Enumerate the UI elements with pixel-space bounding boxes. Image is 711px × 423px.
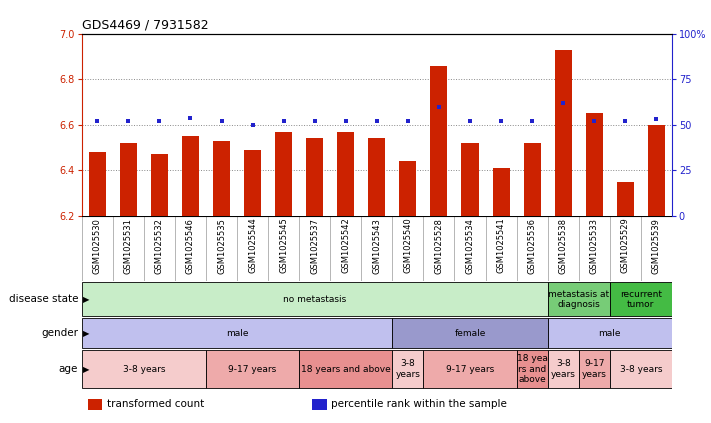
Text: 9-17 years: 9-17 years xyxy=(446,365,494,374)
Text: GSM1025542: GSM1025542 xyxy=(341,218,351,273)
Point xyxy=(651,116,662,123)
Bar xyxy=(87,398,102,410)
Bar xyxy=(182,136,199,216)
Bar xyxy=(517,350,547,388)
Text: 3-8
years: 3-8 years xyxy=(395,360,420,379)
Text: 3-8
years: 3-8 years xyxy=(551,360,576,379)
Text: GSM1025546: GSM1025546 xyxy=(186,218,195,274)
Text: 3-8 years: 3-8 years xyxy=(122,365,165,374)
Bar xyxy=(337,132,354,216)
Text: GSM1025534: GSM1025534 xyxy=(466,218,474,274)
Point xyxy=(496,118,507,124)
Point xyxy=(402,118,414,124)
Point xyxy=(216,118,228,124)
Text: GSM1025529: GSM1025529 xyxy=(621,218,630,273)
Point xyxy=(185,114,196,121)
Bar xyxy=(586,113,603,216)
Text: recurrent
tumor: recurrent tumor xyxy=(620,290,662,309)
Point xyxy=(154,118,165,124)
Text: GSM1025539: GSM1025539 xyxy=(652,218,661,274)
Point xyxy=(557,99,569,106)
Point xyxy=(340,118,351,124)
Bar xyxy=(523,143,540,216)
Bar xyxy=(213,141,230,216)
Text: GSM1025545: GSM1025545 xyxy=(279,218,288,273)
Text: GDS4469 / 7931582: GDS4469 / 7931582 xyxy=(82,19,208,32)
Point xyxy=(123,118,134,124)
Bar xyxy=(82,318,392,348)
Bar xyxy=(610,350,672,388)
Bar xyxy=(547,283,610,316)
Point xyxy=(589,118,600,124)
Point xyxy=(433,103,444,110)
Text: GSM1025528: GSM1025528 xyxy=(434,218,444,274)
Bar xyxy=(244,150,261,216)
Bar xyxy=(430,66,447,216)
Bar xyxy=(82,283,547,316)
Bar xyxy=(555,50,572,216)
Text: percentile rank within the sample: percentile rank within the sample xyxy=(331,399,507,409)
Text: ▶: ▶ xyxy=(83,295,90,304)
Bar xyxy=(610,283,672,316)
Text: male: male xyxy=(599,329,621,338)
Text: no metastasis: no metastasis xyxy=(283,295,346,304)
Point xyxy=(247,121,258,128)
Point xyxy=(464,118,476,124)
Text: GSM1025536: GSM1025536 xyxy=(528,218,537,274)
Text: male: male xyxy=(226,329,248,338)
Text: GSM1025540: GSM1025540 xyxy=(403,218,412,273)
Text: GSM1025532: GSM1025532 xyxy=(155,218,164,274)
Bar xyxy=(120,143,137,216)
Point xyxy=(92,118,103,124)
Bar xyxy=(275,132,292,216)
Text: GSM1025541: GSM1025541 xyxy=(496,218,506,273)
Bar xyxy=(392,318,547,348)
Bar xyxy=(547,318,672,348)
Text: GSM1025543: GSM1025543 xyxy=(373,218,381,274)
Text: 18 years and above: 18 years and above xyxy=(301,365,390,374)
Text: GSM1025538: GSM1025538 xyxy=(559,218,567,274)
Text: 9-17
years: 9-17 years xyxy=(582,360,606,379)
Bar xyxy=(151,154,168,216)
Bar xyxy=(368,138,385,216)
Bar xyxy=(648,125,665,216)
Text: GSM1025531: GSM1025531 xyxy=(124,218,133,274)
Text: age: age xyxy=(59,364,78,374)
Text: 3-8 years: 3-8 years xyxy=(619,365,662,374)
Text: gender: gender xyxy=(41,328,78,338)
Point xyxy=(371,118,383,124)
Bar xyxy=(392,350,424,388)
Bar xyxy=(461,143,479,216)
Text: 9-17 years: 9-17 years xyxy=(228,365,277,374)
Text: ▶: ▶ xyxy=(83,365,90,374)
Bar xyxy=(82,350,206,388)
Point xyxy=(278,118,289,124)
Bar xyxy=(312,398,326,410)
Bar xyxy=(424,350,517,388)
Bar xyxy=(493,168,510,216)
Point xyxy=(309,118,321,124)
Text: disease state: disease state xyxy=(9,294,78,304)
Text: GSM1025530: GSM1025530 xyxy=(93,218,102,274)
Bar xyxy=(89,152,106,216)
Text: 18 yea
rs and
above: 18 yea rs and above xyxy=(517,354,547,384)
Text: GSM1025533: GSM1025533 xyxy=(589,218,599,274)
Text: female: female xyxy=(454,329,486,338)
Bar xyxy=(400,161,417,216)
Text: GSM1025544: GSM1025544 xyxy=(248,218,257,273)
Text: ▶: ▶ xyxy=(83,329,90,338)
Text: GSM1025535: GSM1025535 xyxy=(217,218,226,274)
Bar xyxy=(547,350,579,388)
Point xyxy=(619,118,631,124)
Bar xyxy=(206,350,299,388)
Text: GSM1025537: GSM1025537 xyxy=(310,218,319,274)
Bar xyxy=(579,350,610,388)
Bar xyxy=(299,350,392,388)
Text: metastasis at
diagnosis: metastasis at diagnosis xyxy=(548,290,609,309)
Point xyxy=(526,118,538,124)
Bar xyxy=(306,138,324,216)
Text: transformed count: transformed count xyxy=(107,399,204,409)
Bar xyxy=(616,181,634,216)
